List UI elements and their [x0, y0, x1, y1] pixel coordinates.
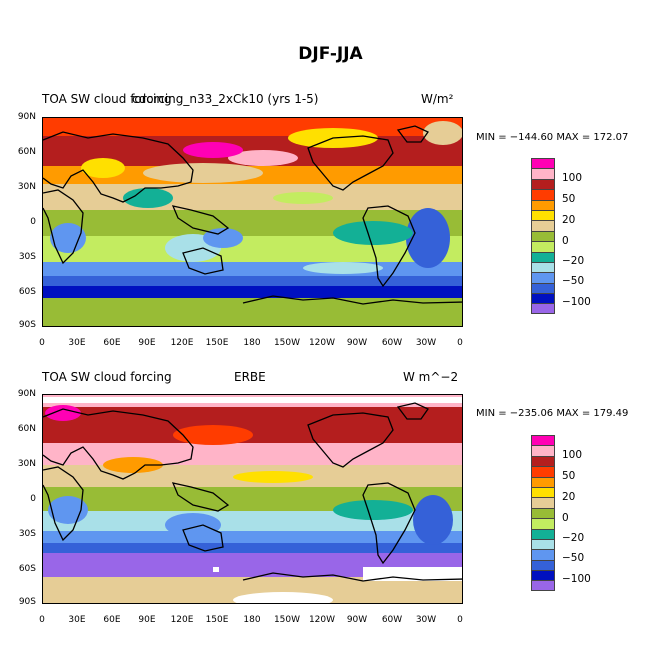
- lon-label: 120W: [308, 615, 336, 625]
- lon-label: 30E: [68, 615, 86, 625]
- colorbar-swatch: [531, 538, 555, 550]
- colorbar-swatch: [531, 528, 555, 539]
- colorbar-swatch: [531, 158, 555, 169]
- colorbar-swatch: [531, 507, 555, 519]
- colorbar-swatch: [531, 580, 555, 591]
- colorbar-swatch: [531, 251, 555, 262]
- lon-label: 30W: [415, 615, 437, 625]
- lon-label: 0: [457, 338, 463, 348]
- contour-map: [42, 394, 463, 604]
- lat-label: 60N: [17, 147, 36, 157]
- lon-label: 180: [243, 338, 261, 348]
- lon-label: 0: [39, 338, 45, 348]
- panel-center-title: cdorcing_n33_2xCk10 (yrs 1-5): [132, 92, 319, 106]
- colorbar-swatch: [531, 476, 555, 487]
- lat-label: 60N: [17, 424, 36, 434]
- lon-label: 30E: [68, 338, 86, 348]
- colorbar-swatch: [531, 559, 555, 571]
- colorbar-label: 0: [562, 512, 569, 524]
- map-field: [43, 395, 462, 603]
- lat-label: 0: [30, 217, 36, 227]
- lon-label: 60E: [103, 615, 121, 625]
- figure-title: DJF-JJA: [298, 44, 363, 64]
- colorbar-swatch: [531, 209, 555, 221]
- lat-label: 30N: [17, 459, 36, 469]
- colorbar-swatch: [531, 220, 555, 231]
- lat-label: 0: [30, 494, 36, 504]
- colorbar-swatch: [531, 189, 555, 200]
- colorbar-label: 100: [562, 449, 583, 461]
- map-field: [43, 118, 462, 326]
- colorbar-swatch: [531, 445, 555, 456]
- colorbar-swatch: [531, 241, 555, 252]
- colorbar-label: 100: [562, 172, 583, 184]
- lon-label: 150E: [205, 615, 229, 625]
- lat-label: 90S: [18, 597, 36, 607]
- lon-label: 60W: [381, 615, 403, 625]
- colorbar-swatch: [531, 230, 555, 242]
- panel-left-title: TOA SW cloud forcing: [42, 370, 172, 384]
- lat-label: 60S: [18, 287, 36, 297]
- lon-label: 120W: [308, 338, 336, 348]
- colorbar-label: 20: [562, 214, 576, 226]
- lon-label: 120E: [170, 615, 194, 625]
- panel-left-title: TOA SW cloud forcing: [42, 92, 172, 106]
- colorbar-swatch: [531, 168, 555, 179]
- colorbar-swatch: [531, 570, 555, 581]
- colorbar-swatch: [531, 435, 555, 446]
- panel-units: W/m²: [421, 92, 454, 106]
- colorbar-swatch: [531, 303, 555, 314]
- colorbar: [531, 158, 555, 314]
- colorbar-swatch: [531, 466, 555, 477]
- lon-label: 90E: [138, 615, 156, 625]
- contour-map: [42, 117, 463, 327]
- colorbar-swatch: [531, 455, 555, 467]
- lon-label: 150W: [273, 338, 301, 348]
- lat-label: 90S: [18, 320, 36, 330]
- colorbar-swatch: [531, 518, 555, 529]
- lon-label: 90W: [346, 615, 368, 625]
- lon-label: 30W: [415, 338, 437, 348]
- colorbar-label: −20: [562, 255, 585, 267]
- lon-label: 90W: [346, 338, 368, 348]
- lon-label: 150E: [205, 338, 229, 348]
- lat-label: 60S: [18, 564, 36, 574]
- colorbar-label: −100: [562, 296, 591, 308]
- colorbar-swatch: [531, 282, 555, 294]
- colorbar-swatch: [531, 486, 555, 498]
- lon-label: 150W: [273, 615, 301, 625]
- lon-label: 0: [39, 615, 45, 625]
- lat-label: 30S: [18, 252, 36, 262]
- colorbar-swatch: [531, 549, 555, 560]
- colorbar-swatch: [531, 272, 555, 283]
- lon-label: 0: [457, 615, 463, 625]
- colorbar-label: −50: [562, 275, 585, 287]
- colorbar-label: −100: [562, 573, 591, 585]
- lat-label: 90N: [17, 389, 36, 399]
- colorbar-label: −20: [562, 532, 585, 544]
- lat-label: 90N: [17, 112, 36, 122]
- colorbar: [531, 435, 555, 591]
- lat-label: 30S: [18, 529, 36, 539]
- lat-label: 30N: [17, 182, 36, 192]
- colorbar-label: 50: [562, 193, 576, 205]
- panel-stats: MIN = −144.60 MAX = 172.07: [476, 132, 629, 143]
- colorbar-swatch: [531, 261, 555, 273]
- colorbar-label: 20: [562, 491, 576, 503]
- lon-label: 120E: [170, 338, 194, 348]
- colorbar-label: 0: [562, 235, 569, 247]
- colorbar-label: 50: [562, 470, 576, 482]
- colorbar-swatch: [531, 293, 555, 304]
- lon-label: 90E: [138, 338, 156, 348]
- colorbar-swatch: [531, 497, 555, 508]
- colorbar-label: −50: [562, 552, 585, 564]
- lon-label: 60W: [381, 338, 403, 348]
- colorbar-swatch: [531, 178, 555, 190]
- panel-center-title: ERBE: [234, 370, 266, 384]
- panel-stats: MIN = −235.06 MAX = 179.49: [476, 408, 629, 419]
- colorbar-swatch: [531, 199, 555, 210]
- lon-label: 180: [243, 615, 261, 625]
- panel-units: W m^−2: [403, 370, 459, 384]
- lon-label: 60E: [103, 338, 121, 348]
